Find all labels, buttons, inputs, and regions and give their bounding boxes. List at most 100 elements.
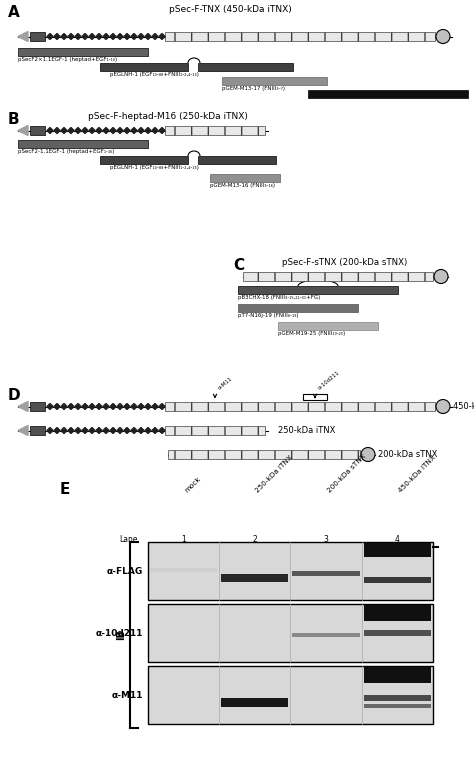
Bar [150,568,217,572]
Polygon shape [145,128,151,133]
Text: 250-kDa iTNX: 250-kDa iTNX [278,426,336,435]
Bar [198,63,293,71]
Polygon shape [82,403,88,410]
Polygon shape [47,128,53,133]
Polygon shape [89,403,95,410]
Polygon shape [103,403,109,410]
Text: Lane: Lane [119,535,138,544]
Polygon shape [54,403,60,410]
Circle shape [436,30,450,44]
Bar [364,605,431,621]
Bar [292,571,360,576]
Polygon shape [103,128,109,133]
Polygon shape [103,34,109,39]
Polygon shape [61,428,67,434]
Text: pSecF2-1.1EGF-1 (heptad+EGF₁-₁₆): pSecF2-1.1EGF-1 (heptad+EGF₁-₁₆) [18,149,114,154]
Text: pSec-F-heptad-M16 (250-kDa iTNX): pSec-F-heptad-M16 (250-kDa iTNX) [88,112,248,121]
Polygon shape [75,34,81,39]
Bar [364,704,431,708]
Bar [221,698,289,707]
Text: α-M11: α-M11 [217,376,233,391]
Bar [165,126,265,135]
Text: pSec-F-TNX (450-kDa iTNX): pSec-F-TNX (450-kDa iTNX) [169,5,292,14]
Text: IB: IB [116,630,126,640]
Bar [303,394,327,400]
Text: 200-kDa sTNX: 200-kDa sTNX [378,450,438,459]
Polygon shape [117,403,123,410]
Polygon shape [54,428,60,434]
Bar [165,426,265,435]
Text: α-M11: α-M11 [111,691,143,699]
Bar [364,667,431,683]
Polygon shape [110,428,116,434]
Text: 3: 3 [324,535,328,544]
Polygon shape [159,128,165,133]
Polygon shape [110,128,116,133]
Polygon shape [68,34,74,39]
Polygon shape [68,428,74,434]
Polygon shape [159,428,165,434]
Bar [30,126,45,135]
Bar [148,604,433,662]
Polygon shape [103,428,109,434]
Polygon shape [110,34,116,39]
Bar [148,666,433,724]
Polygon shape [82,428,88,434]
Polygon shape [82,128,88,133]
Bar [30,32,45,41]
Bar [292,633,360,637]
Polygon shape [138,128,144,133]
Polygon shape [131,403,137,410]
Polygon shape [96,128,102,133]
Polygon shape [96,34,102,39]
Bar [100,63,188,71]
Text: pSec-F-sTNX (200-kDa sTNX): pSec-F-sTNX (200-kDa sTNX) [283,258,408,267]
Polygon shape [18,402,28,412]
Bar [165,32,435,41]
Polygon shape [89,428,95,434]
Bar [308,90,468,98]
Bar [148,542,433,600]
Text: pEGLNH-1 (EGF₁₀-₈₈+FNIII₁-₂,₄-₁₃): pEGLNH-1 (EGF₁₀-₈₈+FNIII₁-₂,₄-₁₃) [110,165,199,170]
Polygon shape [96,403,102,410]
Polygon shape [18,31,28,41]
Text: 450-kDa iTNX: 450-kDa iTNX [453,402,474,411]
Polygon shape [82,34,88,39]
Bar [100,156,188,164]
Polygon shape [145,403,151,410]
Polygon shape [47,403,53,410]
Polygon shape [152,403,158,410]
Bar [364,695,431,701]
Text: pGEM-M13-16 (FNIII₃-₁₆): pGEM-M13-16 (FNIII₃-₁₆) [210,183,275,188]
Polygon shape [145,428,151,434]
Polygon shape [75,428,81,434]
Text: mock: mock [183,476,202,494]
Polygon shape [124,428,130,434]
Polygon shape [54,34,60,39]
Bar [238,304,358,312]
Polygon shape [138,403,144,410]
Text: pT7-N16j-19 (FNIII₆-₁₉): pT7-N16j-19 (FNIII₆-₁₉) [238,313,299,318]
Polygon shape [61,128,67,133]
Polygon shape [75,128,81,133]
Polygon shape [47,34,53,39]
Polygon shape [159,34,165,39]
Polygon shape [61,403,67,410]
Text: 200-kDa sTNX: 200-kDa sTNX [326,453,367,494]
Polygon shape [152,128,158,133]
Text: 2: 2 [253,535,257,544]
Text: B: B [8,112,19,127]
Bar [18,48,148,56]
Text: pSec-F-sTNX (200-kDa sTNX): pSec-F-sTNX (200-kDa sTNX) [312,99,392,104]
Polygon shape [89,128,95,133]
Text: 4: 4 [395,535,400,544]
Text: pGEM-M13-17 (FNIII₃-₇): pGEM-M13-17 (FNIII₃-₇) [222,86,285,91]
Polygon shape [96,428,102,434]
Bar [30,402,45,411]
Polygon shape [68,128,74,133]
Bar [210,174,280,182]
Polygon shape [117,34,123,39]
Bar [364,543,431,557]
Polygon shape [110,403,116,410]
Polygon shape [131,428,137,434]
